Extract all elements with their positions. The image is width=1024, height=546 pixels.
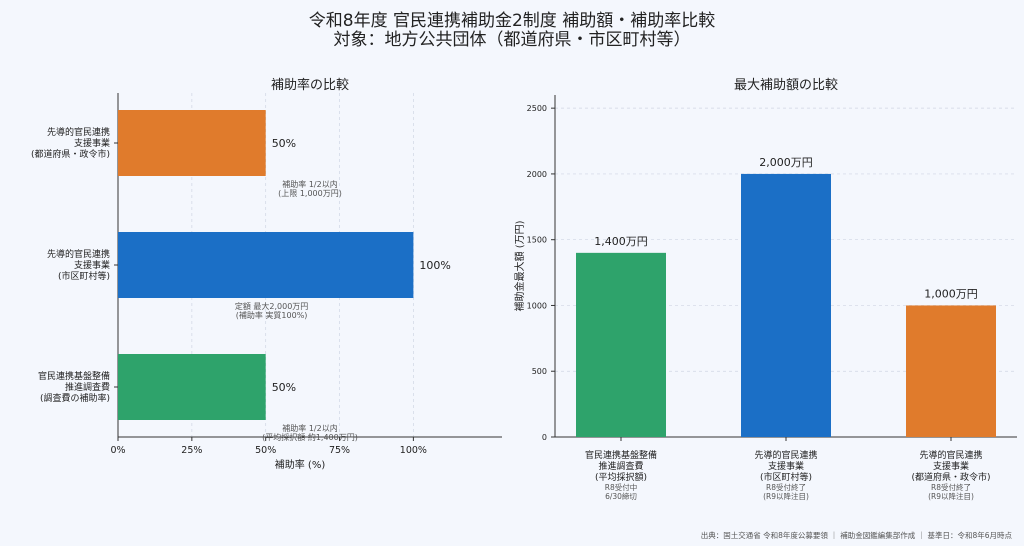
bar [118,110,266,176]
left-chart-title: 補助率の比較 [270,78,349,93]
category-label: 先導的官民連携支援事業(市区町村等) [47,248,110,282]
source-note: 出典：国土交通省 令和8年度公募要領 ｜ 補助金図鑑編集部作成 ｜ 基準日：令和… [700,531,1012,540]
right-chart-title: 最大補助額の比較 [733,78,838,93]
bar-value-label: 50% [272,381,296,394]
bar-value-label: 50% [272,137,296,150]
x-axis-label: 補助率 (%) [275,458,326,471]
category-label: 官民連携基盤整備推進調査費(調査費の補助率) [38,370,110,404]
category-label: 官民連携基盤整備推進調査費(平均採択額) [585,449,657,483]
figure-title: 令和8年度 官民連携補助金2制度 補助額・補助率比較 [308,11,716,31]
bar [118,232,414,298]
category-label: 先導的官民連携支援事業(都道府県・政令市) [911,449,990,483]
bar-value-label: 2,000万円 [759,156,813,169]
bar-annotation: 定額 最大2,000万円(補助率 実質100%) [235,301,308,320]
x-tick-label: 100% [400,445,427,456]
x-tick-label: 25% [181,445,202,456]
y-tick-label: 500 [532,367,547,376]
y-tick-label: 1500 [527,236,547,245]
status-note: R8受付終了(R9以降注目) [763,482,809,501]
y-tick-label: 1000 [527,301,547,310]
bar-value-label: 100% [419,259,450,272]
bar-value-label: 1,000万円 [924,287,978,300]
bar [741,173,831,437]
y-axis-label: 補助金最大額 (万円) [513,220,526,311]
status-note: R8受付中 6/30締切 [605,482,638,501]
category-label: 先導的官民連携支援事業(市区町村等) [754,449,817,483]
status-note: R8受付終了(R9以降注目) [928,482,974,501]
rate-bar-chart: 0% 25% 50% 75% 100% 補助率 (%) 50% 先導的官民連携支援事業(都道府… [31,93,502,471]
y-tick-label: 2500 [527,104,547,113]
y-tick-label: 2000 [527,170,547,179]
x-tick-label: 50% [255,445,276,456]
bar [576,252,666,437]
bar [118,354,266,420]
bar [906,305,996,437]
bar-annotation: 補助率 1/2以内(平均採択額 約1,400万円) [262,423,358,442]
x-tick-label: 0% [110,445,125,456]
bar-annotation: 補助率 1/2以内(上限 1,000万円) [278,179,342,198]
category-label: 先導的官民連携支援事業(都道府県・政令市) [31,126,110,160]
bar-value-label: 1,400万円 [594,235,648,248]
x-tick-label: 75% [329,445,350,456]
figure-subtitle: 対象：地方公共団体（都道府県・市区町村等） [333,30,691,50]
amount-bar-chart: 0 500 1000 1500 2000 2500 補助金最大額 (万円) 1,400万円官民… [513,95,1017,501]
y-tick-label: 0 [542,433,547,442]
